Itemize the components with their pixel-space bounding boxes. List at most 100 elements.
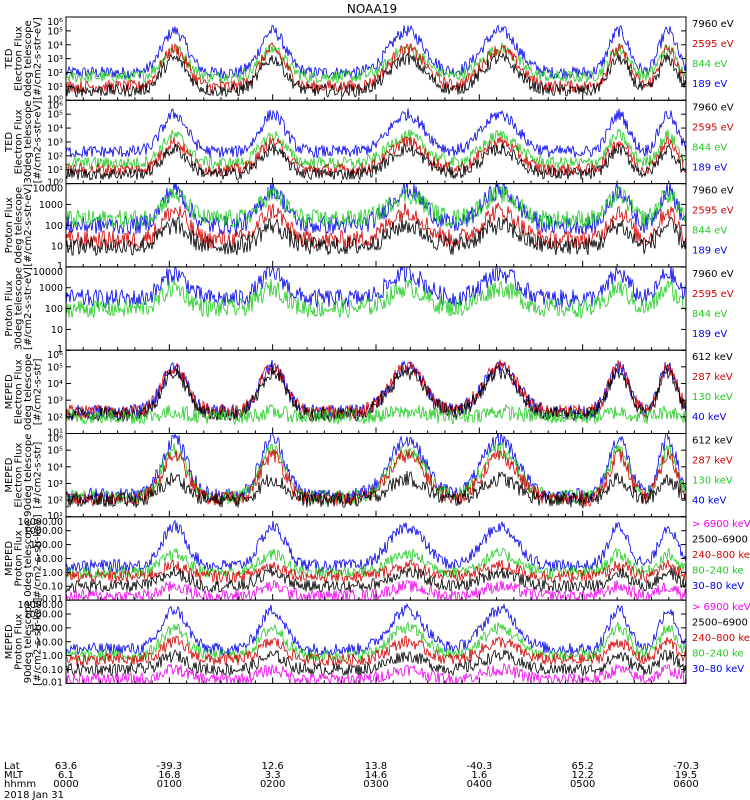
- legend-entry: 844 eV: [692, 142, 727, 153]
- y-tick-label: 1.00: [42, 651, 63, 662]
- bottom-tick-label: 12.6: [262, 761, 284, 772]
- y-tick-label: 100.00: [30, 540, 63, 551]
- legend-entry: 7960 eV: [692, 186, 734, 197]
- bottom-tick-label: 13.8: [365, 761, 387, 772]
- bottom-tick-label: 0100: [157, 779, 182, 790]
- y-tick-label: 10⁴: [47, 379, 63, 390]
- bottom-tick-label: 0500: [570, 779, 595, 790]
- y-tick-label: 10²: [47, 496, 63, 507]
- legend-entry: 287 keV: [692, 372, 733, 383]
- y-tick-label: 10¹: [47, 511, 63, 522]
- legend-entry: 7960 eV: [692, 269, 734, 280]
- y-tick-label: 10¹: [47, 82, 63, 93]
- y-axis-label: Electron Flux: [14, 109, 25, 174]
- series-meped-p-90-3: [66, 649, 686, 678]
- legend-entry: 189 eV: [692, 162, 727, 173]
- y-tick-label: 100: [45, 304, 63, 315]
- y-axis-label: Proton Flux: [4, 197, 15, 253]
- y-tick-label: 10⁵: [47, 362, 63, 373]
- legend-entry: 2500–6900: [692, 534, 748, 545]
- y-tick-label: 10⁶: [47, 17, 63, 28]
- y-axis-label: Electron Flux: [14, 359, 25, 424]
- legend-entry: 2595 eV: [692, 289, 734, 300]
- bottom-row-label: hhmm: [4, 779, 36, 790]
- y-axis-label: 90deg telescope: [23, 600, 34, 683]
- y-tick-label: 10⁵: [47, 26, 63, 37]
- y-axis-label: 0deg telescope: [14, 187, 25, 264]
- bottom-tick-label: -70.3: [673, 761, 699, 772]
- bottom-tick-label: 12.2: [572, 770, 594, 781]
- series-ted-p-30-0: [66, 266, 686, 308]
- bottom-tick-label: -39.3: [156, 761, 182, 772]
- y-tick-label: 1000.00: [24, 609, 63, 620]
- legend-entry: 189 eV: [692, 329, 727, 340]
- y-tick-label: 1: [57, 344, 63, 355]
- bottom-tick-label: 65.2: [572, 761, 594, 772]
- bottom-tick-label: 19.5: [675, 770, 697, 781]
- legend-entry: 80–240 ke: [692, 565, 744, 576]
- y-axis-label: 0deg telescope: [23, 520, 34, 597]
- bottom-tick-label: 0400: [467, 779, 492, 790]
- y-tick-label: 10: [51, 325, 63, 336]
- bottom-tick-label: 1.6: [471, 770, 487, 781]
- legend-entry: 240–800 ke: [692, 550, 750, 561]
- series-meped-p-90-2: [66, 635, 686, 667]
- y-tick-label: 10⁰: [47, 178, 63, 189]
- y-tick-label: 1000.00: [24, 526, 63, 537]
- series-ted-e-30-0: [66, 108, 686, 159]
- legend-entry: 7960 eV: [692, 19, 734, 30]
- legend-entry: 844 eV: [692, 226, 727, 237]
- series-meped-e-90-2: [66, 449, 686, 508]
- legend-entry: 30–80 keV: [692, 581, 744, 592]
- y-tick-label: 10.00: [36, 637, 63, 648]
- y-axis-label: TED: [4, 48, 15, 69]
- bottom-tick-label: 0200: [260, 779, 285, 790]
- legend-entry: 40 keV: [692, 496, 726, 507]
- legend-entry: 2595 eV: [692, 206, 734, 217]
- legend-entry: 130 keV: [692, 476, 733, 487]
- y-tick-label: 0.01: [42, 677, 63, 688]
- y-tick-label: 0.10: [42, 665, 63, 676]
- y-axis-label: [#/cm2-s-str-eV]: [23, 267, 34, 350]
- series-ted-e-30-2: [66, 135, 686, 178]
- panel-frame: [65, 183, 687, 268]
- y-tick-label: 1.00: [42, 568, 63, 579]
- chart-title: NOAA19: [347, 2, 397, 16]
- y-tick-label: 10⁰: [47, 94, 63, 105]
- bottom-row-label: MLT: [4, 770, 24, 781]
- y-tick-label: 10³: [47, 479, 63, 490]
- bottom-tick-label: 3.3: [265, 770, 281, 781]
- y-axis-label: Electron Flux: [14, 443, 25, 508]
- y-axis-label: [#/cm2-s-str-keV]: [33, 514, 44, 602]
- series-ted-p-0-2: [66, 202, 686, 251]
- y-tick-label: 10³: [47, 137, 63, 148]
- series-meped-p-0-4: [66, 579, 686, 601]
- bottom-row-label: Lat: [4, 761, 20, 772]
- legend-entry: 612 keV: [692, 436, 733, 447]
- y-tick-label: 10000.00: [18, 517, 63, 528]
- y-axis-label: [#/cm2-s-str]: [33, 442, 44, 509]
- legend-entry: 844 eV: [692, 59, 727, 70]
- series-ted-p-0-1: [66, 185, 686, 230]
- y-tick-label: 10.00: [36, 554, 63, 565]
- y-tick-label: 10⁵: [47, 110, 63, 121]
- y-axis-label: Electron Flux: [14, 26, 25, 91]
- y-tick-label: 10⁴: [47, 124, 63, 135]
- y-axis-label: MEPED: [4, 457, 15, 492]
- bottom-tick-label: -40.3: [466, 761, 492, 772]
- y-tick-label: 10⁶: [47, 350, 63, 361]
- y-tick-label: 10¹: [47, 165, 63, 176]
- legend-entry: 189 eV: [692, 79, 727, 90]
- y-axis-label: [#/cm2-s-str-eV]: [33, 17, 44, 100]
- y-tick-label: 10000.00: [18, 600, 63, 611]
- y-tick-label: 100: [45, 221, 63, 232]
- series-ted-p-30-1: [66, 278, 686, 320]
- legend-entry: > 6900 keV: [692, 519, 750, 530]
- y-tick-label: 0.01: [42, 594, 63, 605]
- legend-entry: 287 keV: [692, 456, 733, 467]
- legend-entry: 130 keV: [692, 392, 733, 403]
